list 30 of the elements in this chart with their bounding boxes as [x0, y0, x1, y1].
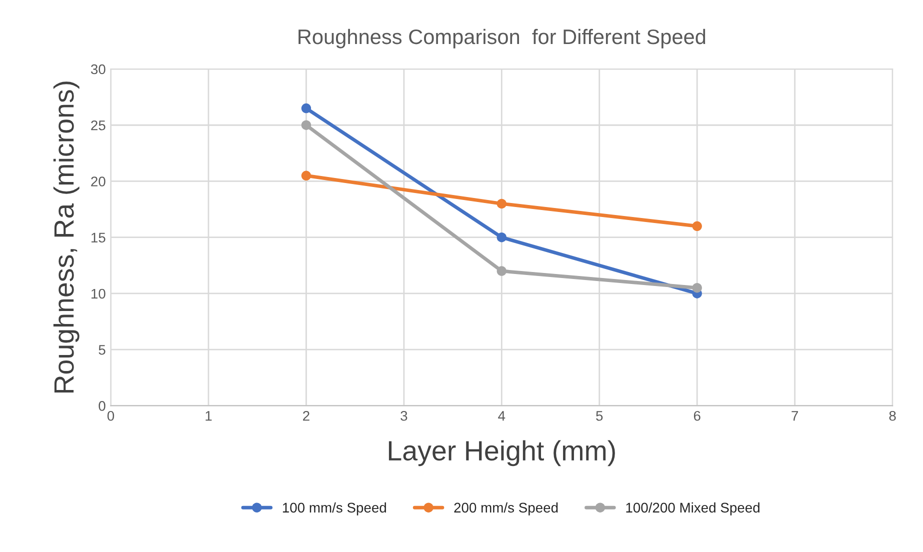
- y-tick-label: 5: [98, 345, 106, 355]
- y-tick-label: 20: [91, 176, 106, 186]
- y-tick-label: 30: [90, 64, 106, 74]
- point: [301, 170, 312, 180]
- x-tick-label: 8: [889, 410, 896, 421]
- x-tick-label: 3: [400, 410, 408, 421]
- point: [692, 283, 702, 293]
- x-tick-label: 4: [498, 411, 506, 421]
- x-tick-label: 1: [206, 411, 212, 421]
- x-tick-label: 2: [303, 410, 310, 421]
- point: [692, 221, 702, 231]
- chart-title: Roughness Comparison for Different Speed: [298, 28, 706, 48]
- x-tick-label: 0: [107, 410, 114, 421]
- y-tick-label: 25: [91, 120, 106, 130]
- point: [496, 232, 507, 242]
- point: [301, 120, 312, 130]
- y-tick-label: 10: [92, 288, 106, 299]
- x-tick-label: 6: [694, 410, 700, 421]
- point: [496, 198, 507, 209]
- legend-label: 100/200 Mixed Speed: [626, 502, 760, 516]
- x-tick-label: 7: [792, 411, 798, 421]
- legend-label: 200 mm/s Speed: [454, 502, 558, 516]
- x-tick-label: 5: [596, 411, 603, 421]
- point: [301, 103, 312, 114]
- y-tick-label: 0: [98, 401, 106, 411]
- point: [496, 266, 507, 276]
- y-tick-label: 15: [92, 232, 106, 243]
- y-axis-title: Roughness, Ra (microns): [53, 82, 80, 393]
- legend-label: 100 mm/s Speed: [282, 502, 386, 516]
- x-axis-title: Layer Height (mm): [388, 440, 615, 466]
